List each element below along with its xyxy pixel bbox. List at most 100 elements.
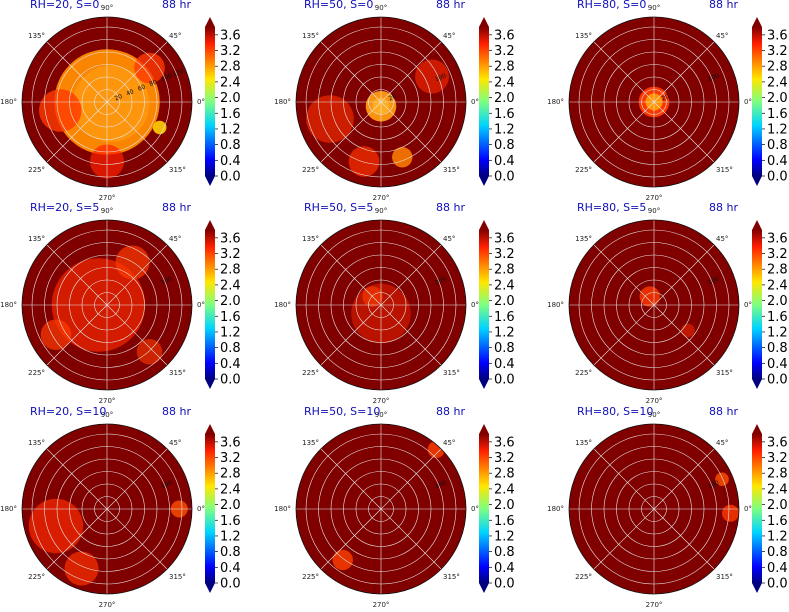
angle-tick-label: 315° bbox=[716, 166, 733, 174]
angle-tick-label: 90° bbox=[648, 411, 660, 419]
colorbar-tick-label: 0.8 bbox=[767, 138, 788, 153]
colorbar-tick-label: 3.2 bbox=[494, 247, 515, 262]
colorbar-tick-label: 1.6 bbox=[494, 107, 515, 122]
colorbar-tick-label: 2.4 bbox=[767, 278, 788, 293]
angular-grid-spoke bbox=[653, 101, 715, 163]
angular-grid-spoke bbox=[380, 304, 442, 366]
radial-tick-label: 100 bbox=[434, 275, 447, 286]
angle-tick-label: 0° bbox=[744, 98, 752, 106]
colorbar-tick-label: 0.8 bbox=[220, 138, 241, 153]
angle-tick-label: 225° bbox=[575, 369, 592, 377]
panel-time-label: 88 hr bbox=[162, 405, 191, 418]
angle-tick-label: 270° bbox=[373, 397, 390, 405]
radial-tick-label: 60 bbox=[137, 83, 147, 92]
colorbar-tick-label: 0.4 bbox=[220, 357, 241, 372]
colorbar-tick-label: 3.6 bbox=[220, 231, 241, 246]
angle-tick-label: 180° bbox=[0, 301, 17, 309]
colorbar-tick-label: 0.4 bbox=[494, 561, 515, 576]
colorbar-tick-label: 3.2 bbox=[220, 247, 241, 262]
angular-grid-spoke bbox=[593, 508, 655, 570]
colorbar-tick-label: 1.6 bbox=[220, 310, 241, 325]
angle-tick-label: 135° bbox=[302, 235, 319, 243]
colorbar-tick-label: 0.8 bbox=[767, 545, 788, 560]
panel-title: RH=50, S=0 bbox=[304, 0, 373, 11]
angle-tick-label: 180° bbox=[274, 505, 291, 513]
angle-tick-label: 135° bbox=[28, 439, 45, 447]
polar-axis-outline bbox=[568, 16, 740, 188]
colorbar-tick-label: 3.6 bbox=[220, 28, 241, 43]
panel-title: RH=80, S=0 bbox=[577, 0, 646, 11]
colorbar-tick-label: 3.2 bbox=[494, 451, 515, 466]
angle-tick-label: 45° bbox=[443, 32, 455, 40]
angle-tick-label: 315° bbox=[716, 369, 733, 377]
colorbar-gradient bbox=[479, 434, 489, 583]
colorbar-tick-label: 0.0 bbox=[220, 577, 241, 592]
colorbar-tick-label: 0.0 bbox=[220, 373, 241, 388]
panel-title: RH=20, S=5 bbox=[30, 201, 99, 214]
polar-panel: 100 90° 45° 0° 315° 270° 225° 180° 135° RH=80, S=… bbox=[547, 405, 788, 609]
angular-grid-spoke bbox=[46, 244, 108, 306]
angular-grid-spoke bbox=[106, 448, 168, 510]
panel-time-label: 88 hr bbox=[436, 405, 465, 418]
panel-title: RH=20, S=10 bbox=[30, 405, 106, 418]
colorbar-tick-label: 2.4 bbox=[767, 482, 788, 497]
angle-tick-label: 45° bbox=[716, 32, 728, 40]
radial-tick-label: 80 bbox=[148, 79, 158, 88]
angular-grid-spoke bbox=[106, 508, 168, 570]
colorbar-extend-max bbox=[479, 220, 489, 230]
polar-axis-outline bbox=[21, 423, 193, 595]
angle-tick-label: 225° bbox=[302, 166, 319, 174]
colorbar-tick-label: 0.0 bbox=[220, 170, 241, 185]
colorbar-tick-label: 3.6 bbox=[494, 28, 515, 43]
radial-tick-label: 100 bbox=[707, 72, 720, 83]
colorbar-tick-label: 2.8 bbox=[494, 467, 515, 482]
radial-tick-label: 100 bbox=[160, 72, 173, 83]
polar-axis-outline bbox=[21, 219, 193, 391]
colorbar-tick-label: 2.8 bbox=[494, 60, 515, 75]
colorbar-gradient bbox=[205, 27, 215, 176]
colorbar-extend-max bbox=[479, 424, 489, 434]
colorbar-extend-min bbox=[205, 176, 215, 186]
angle-tick-label: 45° bbox=[169, 235, 181, 243]
colorbar-tick-label: 3.6 bbox=[494, 231, 515, 246]
colorbar-tick-label: 1.6 bbox=[220, 514, 241, 529]
angular-grid-spoke bbox=[380, 41, 442, 103]
colorbar-tick-label: 2.8 bbox=[220, 263, 241, 278]
angle-tick-label: 315° bbox=[169, 369, 186, 377]
colorbar-tick-label: 0.4 bbox=[767, 561, 788, 576]
colorbar-tick-label: 1.6 bbox=[494, 514, 515, 529]
colorbar-tick-label: 1.6 bbox=[220, 107, 241, 122]
angle-tick-label: 135° bbox=[28, 235, 45, 243]
angular-grid-spoke bbox=[106, 304, 168, 366]
angular-grid-spoke bbox=[46, 304, 108, 366]
colorbar-gradient bbox=[752, 434, 762, 583]
polar-panel: 100 90° 45° 0° 315° 270° 225° 180° 135° RH=20, S=… bbox=[0, 405, 241, 609]
angle-tick-label: 0° bbox=[197, 505, 205, 513]
angular-grid-spoke bbox=[653, 41, 715, 103]
angular-grid-spoke bbox=[593, 304, 655, 366]
polar-panel: 100 90° 45° 0° 315° 270° 225° 180° 135° RH=50, S=… bbox=[274, 201, 515, 405]
angle-tick-label: 270° bbox=[373, 194, 390, 202]
colorbar-tick-label: 2.4 bbox=[767, 75, 788, 90]
colorbar-tick-label: 3.6 bbox=[494, 435, 515, 450]
colorbar-extend-max bbox=[205, 17, 215, 27]
radial-tick-label: 20 bbox=[388, 93, 398, 102]
angle-tick-label: 270° bbox=[646, 194, 663, 202]
angle-tick-label: 90° bbox=[375, 411, 387, 419]
colorbar-tick-label: 1.2 bbox=[220, 325, 241, 340]
colorbar-tick-label: 1.2 bbox=[767, 529, 788, 544]
colorbar-tick-label: 2.8 bbox=[767, 467, 788, 482]
angle-tick-label: 45° bbox=[443, 235, 455, 243]
angle-tick-label: 315° bbox=[169, 166, 186, 174]
contour-patch bbox=[639, 286, 660, 307]
angle-tick-label: 180° bbox=[547, 301, 564, 309]
colorbar-tick-label: 0.4 bbox=[220, 561, 241, 576]
angular-grid-spoke bbox=[380, 244, 442, 306]
polar-axis-outline bbox=[295, 423, 467, 595]
angle-tick-label: 180° bbox=[274, 301, 291, 309]
radial-tick-label: 20 bbox=[114, 93, 124, 102]
colorbar-gradient bbox=[479, 230, 489, 379]
angular-grid-spoke bbox=[320, 304, 382, 366]
